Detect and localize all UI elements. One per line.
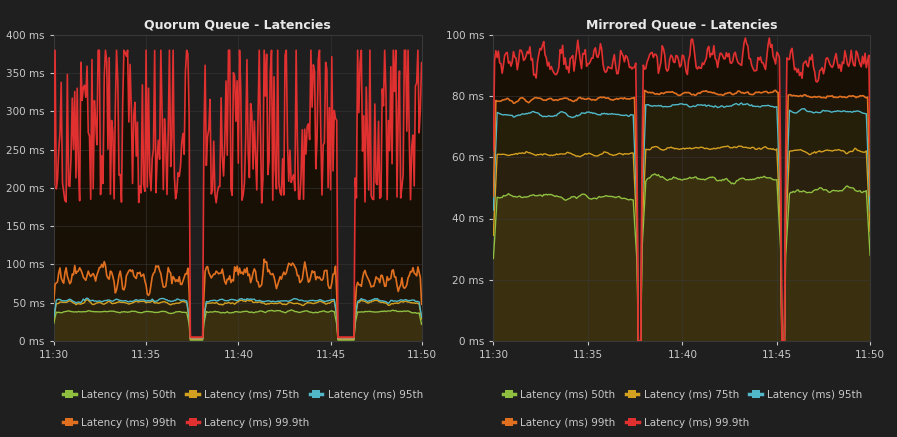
Legend: Latency (ms) 99th, Latency (ms) 99.9th: Latency (ms) 99th, Latency (ms) 99.9th bbox=[59, 413, 314, 432]
Title: Mirrored Queue - Latencies: Mirrored Queue - Latencies bbox=[586, 18, 778, 31]
Title: Quorum Queue - Latencies: Quorum Queue - Latencies bbox=[144, 18, 331, 31]
Legend: Latency (ms) 99th, Latency (ms) 99.9th: Latency (ms) 99th, Latency (ms) 99.9th bbox=[499, 413, 753, 432]
